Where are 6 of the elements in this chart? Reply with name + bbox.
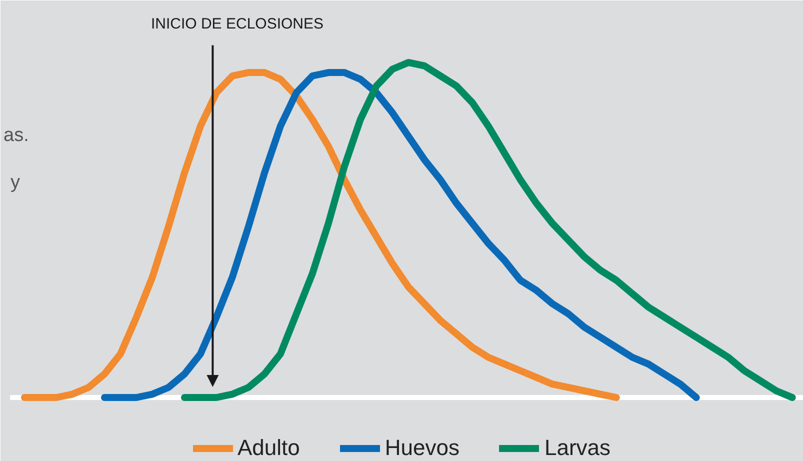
legend-label: Larvas	[544, 435, 611, 461]
legend-label: Adulto	[237, 435, 300, 461]
annotation: as.	[4, 125, 29, 146]
legend-label: Huevos	[384, 435, 460, 461]
annotation: y	[10, 172, 20, 194]
text: INICIO DE ECLOSIONES	[150, 15, 324, 32]
